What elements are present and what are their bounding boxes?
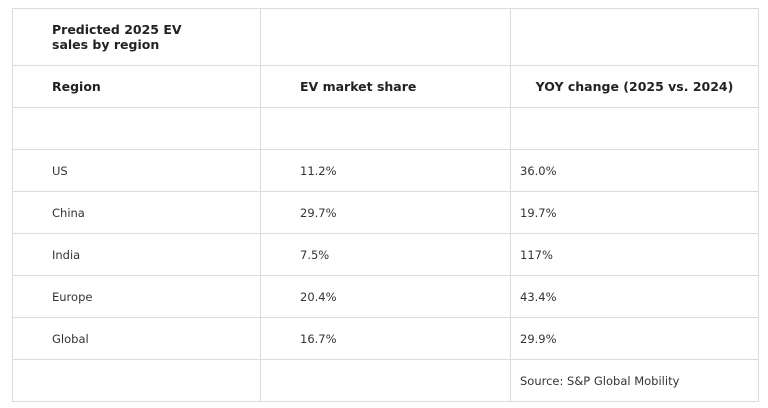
column-header: YOY change (2025 vs. 2024)	[510, 65, 759, 108]
empty-cell	[12, 359, 261, 402]
title-row: Predicted 2025 EV sales by region	[12, 8, 759, 66]
region-cell: Europe	[12, 275, 261, 318]
empty-cell	[260, 8, 511, 66]
empty-cell	[260, 107, 511, 150]
market-share-cell: 11.2%	[260, 149, 511, 192]
column-header: EV market share	[260, 65, 511, 108]
empty-cell	[510, 8, 759, 66]
data-table: Predicted 2025 EV sales by region Region…	[12, 8, 759, 402]
yoy-change-cell: 117%	[510, 233, 759, 276]
column-header: Region	[12, 65, 261, 108]
market-share-cell: 16.7%	[260, 317, 511, 360]
data-row: Europe 20.4% 43.4%	[12, 275, 759, 318]
table-body: Predicted 2025 EV sales by region Region…	[12, 8, 759, 402]
source-note: Source: S&P Global Mobility	[510, 359, 759, 402]
yoy-change-cell: 36.0%	[510, 149, 759, 192]
empty-cell	[12, 107, 261, 150]
region-cell: US	[12, 149, 261, 192]
data-row: China 29.7% 19.7%	[12, 191, 759, 234]
market-share-cell: 7.5%	[260, 233, 511, 276]
yoy-change-cell: 19.7%	[510, 191, 759, 234]
yoy-change-cell: 43.4%	[510, 275, 759, 318]
data-row: India 7.5% 117%	[12, 233, 759, 276]
empty-row	[12, 107, 759, 150]
region-cell: China	[12, 191, 261, 234]
region-cell: India	[12, 233, 261, 276]
empty-cell	[510, 107, 759, 150]
data-row: US 11.2% 36.0%	[12, 149, 759, 192]
market-share-cell: 20.4%	[260, 275, 511, 318]
header-row: Region EV market share YOY change (2025 …	[12, 65, 759, 108]
source-row: Source: S&P Global Mobility	[12, 359, 759, 402]
yoy-change-cell: 29.9%	[510, 317, 759, 360]
market-share-cell: 29.7%	[260, 191, 511, 234]
empty-cell	[260, 359, 511, 402]
data-row: Global 16.7% 29.9%	[12, 317, 759, 360]
region-cell: Global	[12, 317, 261, 360]
table-title: Predicted 2025 EV sales by region	[12, 8, 261, 66]
